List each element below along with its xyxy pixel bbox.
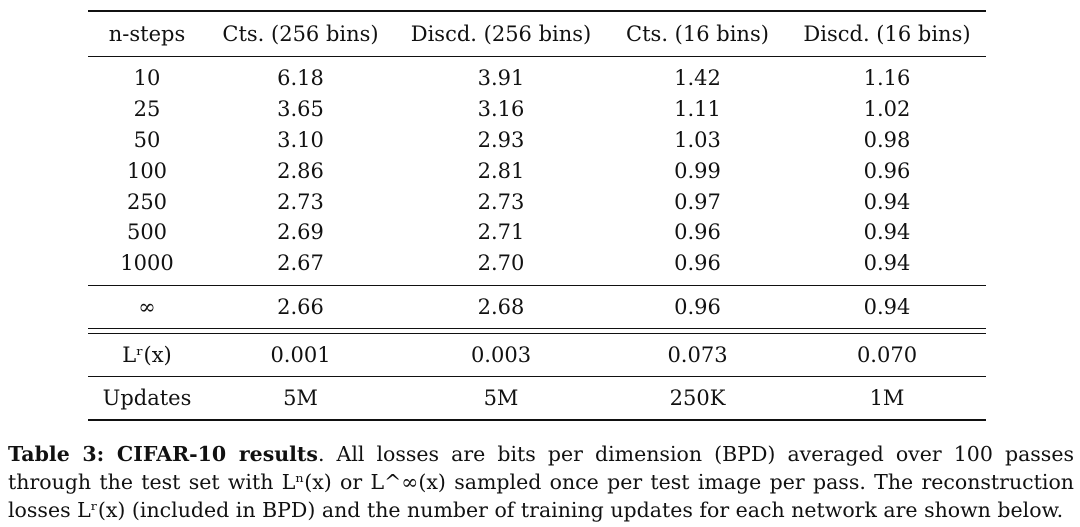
table-cell: 2.67 xyxy=(277,251,324,276)
table-row: 10 6.18 3.91 1.42 1.16 xyxy=(88,57,986,94)
updates-label: Updates xyxy=(88,376,206,421)
table-header: n-steps Cts. (256 bins) Discd. (256 bins… xyxy=(88,10,986,57)
n-steps-cell: 500 xyxy=(126,220,168,245)
table-row: 500 2.69 2.71 0.96 0.94 xyxy=(88,217,986,248)
table-row: 50 3.10 2.93 1.03 0.98 xyxy=(88,125,986,156)
reconstruction-row: Lʳ(x) 0.001 0.003 0.073 0.070 xyxy=(88,332,986,377)
table-cell: 0.96 xyxy=(607,284,788,329)
table-cell: 2.69 xyxy=(277,220,324,245)
table-cell: 0.96 xyxy=(863,158,911,183)
n-steps-cell: 10 xyxy=(133,66,161,91)
results-table-container: n-steps Cts. (256 bins) Discd. (256 bins… xyxy=(88,10,986,421)
table-cell: 1.16 xyxy=(863,66,911,91)
infinity-section: ∞ 2.66 2.68 0.96 0.94 xyxy=(88,284,986,329)
table-cell: 0.99 xyxy=(674,158,721,183)
table-cell: 3.65 xyxy=(277,97,324,122)
header-discd-256: Discd. (256 bins) xyxy=(395,10,607,57)
table-cell: 0.94 xyxy=(863,220,911,245)
caption-label: Table 3: CIFAR-10 results xyxy=(8,442,318,466)
table-cell: 2.68 xyxy=(395,284,607,329)
table-cell: 250K xyxy=(607,376,788,421)
header-cts-16: Cts. (16 bins) xyxy=(607,10,788,57)
table-cell: 2.70 xyxy=(477,251,525,276)
table-cell: 1.02 xyxy=(863,97,911,122)
table-cell: 2.73 xyxy=(477,189,525,214)
caption-paragraph: Table 3: CIFAR-10 results. All losses ar… xyxy=(8,440,1074,524)
reconstruction-label: Lʳ(x) xyxy=(88,332,206,377)
table-cell: 0.97 xyxy=(674,189,721,214)
header-row: n-steps Cts. (256 bins) Discd. (256 bins… xyxy=(88,10,986,57)
n-steps-cell: 100 xyxy=(126,158,168,183)
infinity-label: ∞ xyxy=(88,284,206,329)
table-cell: 0.98 xyxy=(863,127,911,152)
table-cell: 0.94 xyxy=(788,284,986,329)
results-table: n-steps Cts. (256 bins) Discd. (256 bins… xyxy=(88,10,986,421)
table-caption: Table 3: CIFAR-10 results. All losses ar… xyxy=(8,440,1074,524)
table-cell: 1.03 xyxy=(674,127,721,152)
table-cell: 0.94 xyxy=(863,189,911,214)
infinity-row: ∞ 2.66 2.68 0.96 0.94 xyxy=(88,284,986,329)
table-cell: 2.93 xyxy=(477,127,525,152)
table-cell: 0.96 xyxy=(674,251,721,276)
table-row: 25 3.65 3.16 1.11 1.02 xyxy=(88,94,986,125)
table-cell: 1.42 xyxy=(674,66,721,91)
reconstruction-section: Lʳ(x) 0.001 0.003 0.073 0.070 xyxy=(88,332,986,377)
table-cell: 0.073 xyxy=(607,332,788,377)
table-cell: 2.73 xyxy=(277,189,324,214)
header-discd-16: Discd. (16 bins) xyxy=(788,10,986,57)
table-row: 100 2.86 2.81 0.99 0.96 xyxy=(88,155,986,186)
updates-row: Updates 5M 5M 250K 1M xyxy=(88,376,986,421)
table-cell: 0.96 xyxy=(674,220,721,245)
table-cell: 2.71 xyxy=(477,220,525,245)
header-cts-256: Cts. (256 bins) xyxy=(206,10,395,57)
table-cell: 6.18 xyxy=(277,66,324,91)
n-steps-cell: 250 xyxy=(126,189,168,214)
table-cell: 3.91 xyxy=(477,66,525,91)
table-cell: 2.66 xyxy=(206,284,395,329)
table-row: 1000 2.67 2.70 0.96 0.94 xyxy=(88,248,986,285)
table-cell: 0.070 xyxy=(788,332,986,377)
steps-rows: 10 6.18 3.91 1.42 1.16 25 3.65 3.16 1.11 1.02 50 3.… xyxy=(88,57,986,286)
table-cell: 2.81 xyxy=(477,158,525,183)
updates-section: Updates 5M 5M 250K 1M xyxy=(88,376,986,421)
table-cell: 5M xyxy=(206,376,395,421)
table-row: 250 2.73 2.73 0.97 0.94 xyxy=(88,186,986,217)
table-cell: 0.003 xyxy=(395,332,607,377)
n-steps-cell: 50 xyxy=(133,127,161,152)
table-cell: 0.001 xyxy=(206,332,395,377)
table-cell: 1.11 xyxy=(674,97,721,122)
table-cell: 0.94 xyxy=(863,251,911,276)
n-steps-cell: 25 xyxy=(133,97,161,122)
table-cell: 1M xyxy=(788,376,986,421)
n-steps-cell: 1000 xyxy=(120,251,174,276)
header-n-steps: n-steps xyxy=(88,10,206,57)
table-cell: 5M xyxy=(395,376,607,421)
table-cell: 3.16 xyxy=(477,97,525,122)
table-cell: 3.10 xyxy=(277,127,324,152)
table-cell: 2.86 xyxy=(277,158,324,183)
caption-text: . All losses are bits per dimension (BPD… xyxy=(8,442,1074,522)
